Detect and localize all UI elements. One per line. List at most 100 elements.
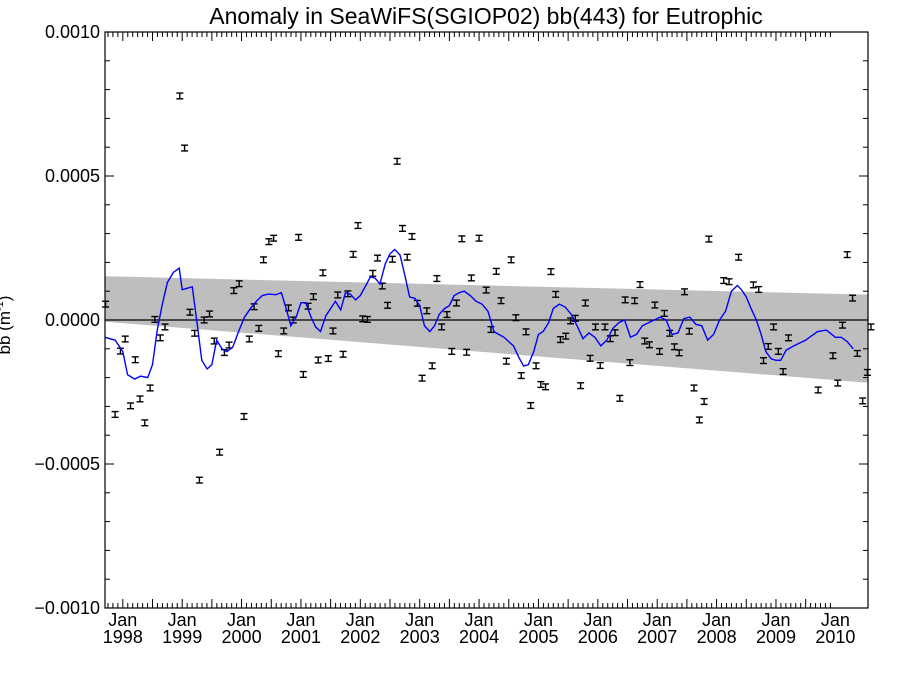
- y-tick-label: 0.0005: [45, 166, 100, 186]
- data-point: [492, 267, 500, 275]
- x-tick-label-month: Jan: [168, 610, 197, 630]
- data-point: [867, 323, 875, 331]
- data-point: [255, 324, 263, 332]
- x-tick-label-year: 2006: [578, 627, 618, 647]
- data-point: [838, 321, 846, 329]
- x-tick-label-year: 2001: [281, 627, 321, 647]
- x-tick-label-month: Jan: [286, 610, 315, 630]
- data-point: [502, 357, 510, 365]
- data-point: [705, 235, 713, 243]
- data-point: [141, 419, 149, 427]
- y-tick-label: −0.0005: [34, 454, 100, 474]
- data-point: [562, 332, 570, 340]
- data-point: [295, 233, 303, 241]
- data-point: [487, 325, 495, 334]
- data-point: [225, 341, 233, 349]
- data-point: [784, 334, 792, 342]
- x-tick-label-year: 2000: [222, 627, 262, 647]
- data-point: [475, 234, 483, 242]
- data-point: [512, 314, 520, 322]
- y-axis-title-close: ): [0, 296, 14, 302]
- data-point: [309, 293, 317, 301]
- data-point: [660, 309, 668, 317]
- data-point: [645, 341, 653, 349]
- x-tick-label-month: Jan: [583, 610, 612, 630]
- data-point: [463, 348, 471, 356]
- data-point: [388, 255, 396, 263]
- data-point: [280, 327, 288, 335]
- data-point: [418, 374, 426, 382]
- x-tick-label-month: Jan: [761, 610, 790, 630]
- x-tick-label-month: Jan: [643, 610, 672, 630]
- data-point: [621, 296, 629, 304]
- data-point: [363, 315, 371, 324]
- data-point: [448, 347, 456, 355]
- y-axis: 0.0010 0.0005 0.0000 −0.0005 −0.0010: [34, 22, 868, 618]
- data-point: [601, 323, 609, 331]
- data-point: [398, 224, 406, 232]
- data-point: [206, 310, 214, 318]
- data-point: [681, 288, 689, 296]
- data-point: [151, 315, 159, 324]
- data-point: [334, 291, 342, 299]
- data-point: [853, 349, 861, 357]
- data-point: [497, 297, 505, 305]
- data-point: [814, 386, 822, 394]
- data-point: [547, 268, 555, 276]
- y-axis-title-unit: bb (m: [0, 311, 14, 354]
- data-point: [349, 250, 357, 258]
- data-point: [834, 379, 842, 387]
- data-point: [186, 308, 194, 316]
- data-point: [651, 301, 659, 309]
- data-point: [127, 402, 135, 410]
- data-point: [235, 280, 243, 288]
- data-point: [641, 337, 649, 345]
- data-point: [146, 384, 154, 392]
- data-point: [111, 410, 119, 419]
- x-tick-label-year: 2008: [697, 627, 737, 647]
- data-point: [770, 323, 778, 331]
- data-point: [517, 372, 525, 380]
- data-point: [656, 347, 664, 355]
- plot-area: [102, 92, 875, 484]
- smoothed-series-line: [104, 248, 854, 380]
- x-axis: Jan1998Jan1999Jan2000Jan2001Jan2002Jan20…: [103, 32, 855, 647]
- x-tick-label-year: 2010: [815, 627, 855, 647]
- data-point: [433, 274, 441, 283]
- x-tick-label-month: Jan: [821, 610, 850, 630]
- data-point: [591, 323, 599, 331]
- data-point: [195, 476, 203, 484]
- data-point: [507, 256, 515, 264]
- data-point: [675, 349, 683, 357]
- x-tick-label-year: 1999: [162, 627, 202, 647]
- data-point: [176, 92, 184, 100]
- x-tick-label-month: Jan: [524, 610, 553, 630]
- data-point: [755, 285, 763, 294]
- data-point: [121, 335, 129, 343]
- data-point: [685, 327, 693, 335]
- data-point: [453, 299, 461, 307]
- x-tick-label-year: 2003: [400, 627, 440, 647]
- data-point: [779, 367, 787, 376]
- data-point: [542, 383, 550, 391]
- data-point: [136, 395, 144, 403]
- y-tick-label: 0.0010: [45, 22, 100, 42]
- data-point: [532, 362, 540, 370]
- data-point: [829, 352, 837, 360]
- data-point: [354, 221, 362, 230]
- data-point: [230, 287, 238, 295]
- data-point: [319, 269, 327, 277]
- data-point: [374, 254, 382, 262]
- data-point: [181, 144, 189, 152]
- data-point: [690, 384, 698, 392]
- x-tick-label-year: 2005: [518, 627, 558, 647]
- data-point: [749, 281, 757, 289]
- data-point: [324, 355, 332, 363]
- data-point: [428, 362, 436, 370]
- data-point: [843, 251, 851, 259]
- data-point: [339, 350, 347, 358]
- data-point: [369, 269, 377, 277]
- y-tick-label: 0.0000: [45, 310, 100, 330]
- data-point: [443, 310, 451, 319]
